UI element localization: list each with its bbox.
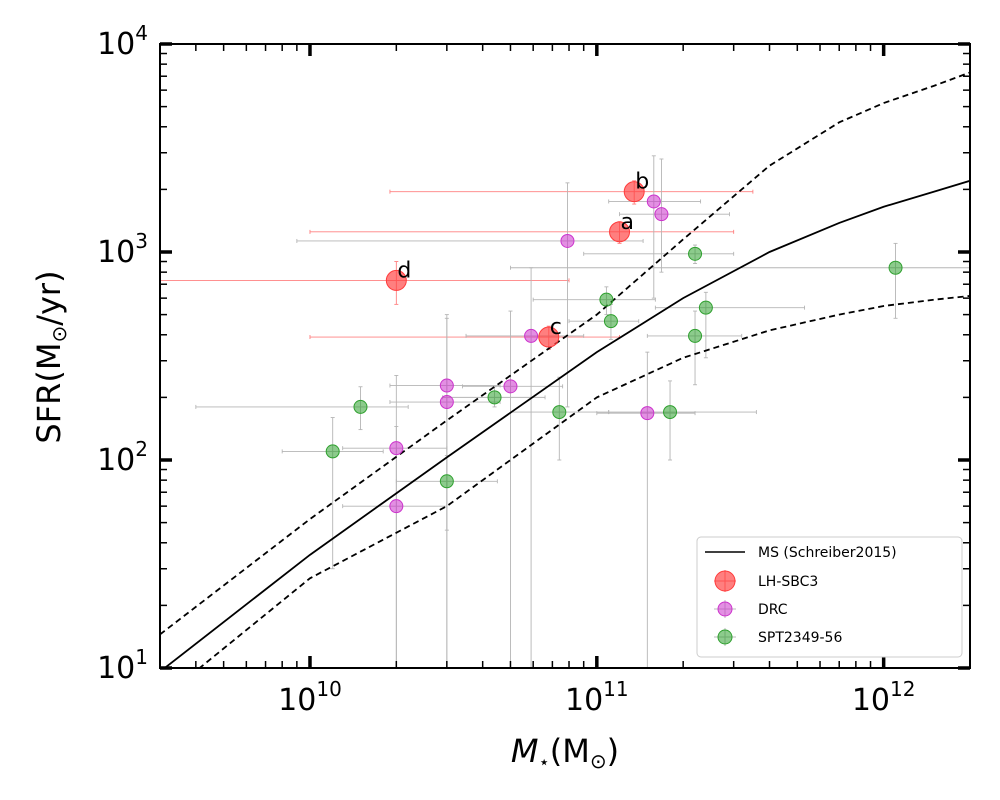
errorbar-layer (160, 155, 970, 668)
point-lh-sbc3-3 (385, 269, 407, 291)
x-label-symbol: M (511, 732, 539, 770)
main-sequence-layer (160, 71, 970, 668)
errorbar-lh-sbc3-3 (160, 261, 570, 305)
x-label-subscript: ⋆ (538, 752, 549, 773)
point-drc-2 (560, 233, 575, 248)
axes (159, 42, 971, 670)
point-spt2349-56-0 (688, 246, 703, 261)
point-lh-sbc3-0 (609, 221, 631, 243)
y-tick-label-2: 103 (97, 229, 148, 270)
point-spt2349-56-9 (353, 399, 368, 414)
point-label-b: b (635, 170, 649, 195)
errorbar-spt2349-56-10 (281, 417, 384, 570)
point-lh-sbc3-1 (623, 181, 645, 203)
y-axis-label: SFR(M⊙/yr) (30, 270, 71, 443)
point-drc-6 (503, 379, 518, 394)
point-spt2349-56-2 (599, 292, 614, 307)
point-drc-0 (646, 194, 661, 209)
point-spt2349-56-1 (888, 260, 903, 275)
legend-lhsbc3-swatch (714, 570, 736, 592)
x-label-close: ) (607, 732, 619, 770)
tick-labels: 1010 1011 1012 101 102 103 104 (97, 21, 915, 718)
x-axis-label: M⋆(M⊙) (511, 732, 619, 773)
point-drc-5 (439, 395, 454, 410)
y-label-main: SFR(M (30, 343, 68, 444)
x-label-sun: ⊙ (590, 749, 607, 773)
point-spt2349-56-11 (439, 474, 454, 489)
legend-lhsbc3-label: LH-SBC3 (758, 574, 818, 590)
legend: MS (Schreiber2015) LH-SBC3 DRC SPT2349-5… (696, 536, 963, 658)
legend-spt-label: SPT2349-56 (758, 630, 842, 646)
x-tick-label-0: 1010 (278, 677, 342, 718)
x-label-unit: (M (550, 732, 590, 770)
point-spt2349-56-3 (603, 314, 618, 329)
ms-upper-bound (160, 71, 970, 636)
ms-curve (163, 179, 970, 668)
legend-frame (696, 536, 963, 658)
errorbar-spt2349-56-8 (608, 380, 757, 461)
point-lh-sbc3-2 (538, 326, 560, 348)
y-tick-label-1: 102 (97, 437, 148, 478)
point-spt2349-56-8 (663, 405, 678, 420)
ms-lower-bound (198, 295, 970, 668)
legend-drc-swatch (714, 600, 736, 618)
errorbar-drc-2 (296, 182, 644, 408)
point-spt2349-56-5 (688, 328, 703, 343)
y-tick-label-0: 101 (97, 645, 148, 686)
point-drc-3 (524, 328, 539, 343)
y-label-unit: /yr) (30, 270, 68, 325)
y-label-sun: ⊙ (47, 326, 71, 343)
point-spt2349-56-6 (487, 390, 502, 405)
legend-drc-label: DRC (758, 602, 788, 618)
plot-frame (159, 43, 971, 669)
point-label-d: d (397, 258, 411, 283)
point-drc-4 (439, 378, 454, 393)
legend-spt-swatch (714, 628, 736, 646)
x-tick-label-2: 1012 (852, 677, 916, 718)
point-drc-8 (389, 441, 404, 456)
point-drc-9 (389, 499, 404, 514)
y-tick-label-3: 104 (97, 21, 148, 62)
point-label-c: c (550, 315, 562, 340)
point-drc-7 (640, 406, 655, 421)
x-tick-label-1: 1011 (565, 677, 629, 718)
point-spt2349-56-10 (325, 444, 340, 459)
legend-ms-label: MS (Schreiber2015) (758, 545, 897, 561)
points-layer (325, 181, 903, 514)
point-spt2349-56-7 (552, 405, 567, 420)
point-label-layer: ab c d (397, 170, 649, 340)
point-drc-1 (654, 207, 669, 222)
point-label-a: a (621, 210, 634, 235)
point-spt2349-56-4 (698, 300, 713, 315)
